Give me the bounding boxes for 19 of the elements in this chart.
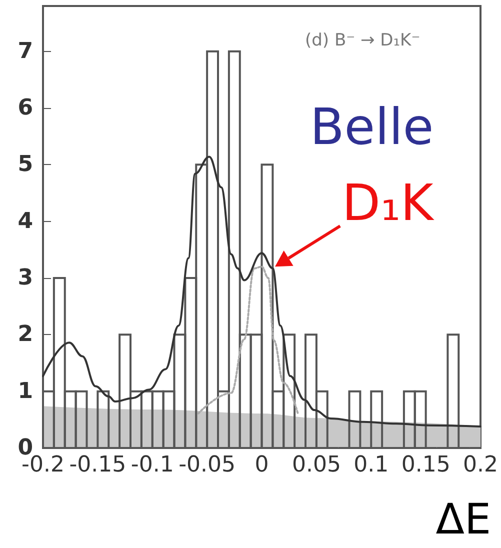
y-tick-label: 2 [18, 322, 33, 348]
y-tick-label: 4 [18, 208, 33, 234]
y-tick-label: 7 [18, 38, 33, 64]
annotation: D₁K [342, 174, 435, 232]
x-tick-label: -0.15 [69, 452, 126, 478]
x-tick-label: 0 [254, 452, 269, 478]
x-tick-label: 0.2 [463, 452, 498, 478]
y-tick-label: 5 [18, 152, 33, 178]
x-tick-label: 0.15 [401, 452, 450, 478]
x-tick-label: 0.05 [292, 452, 341, 478]
annotation: (d) B⁻ → D₁K⁻ [305, 30, 420, 50]
x-tick-label: -0.1 [130, 452, 174, 478]
annotation: Belle [310, 98, 434, 156]
x-tick-label: -0.05 [178, 452, 236, 478]
y-tick-label: 3 [18, 266, 33, 290]
y-tick-label: 1 [18, 378, 33, 404]
y-tick-label: 6 [18, 96, 33, 120]
x-tick-label: 0.1 [354, 452, 389, 478]
x-axis-title: ΔE [436, 494, 492, 544]
